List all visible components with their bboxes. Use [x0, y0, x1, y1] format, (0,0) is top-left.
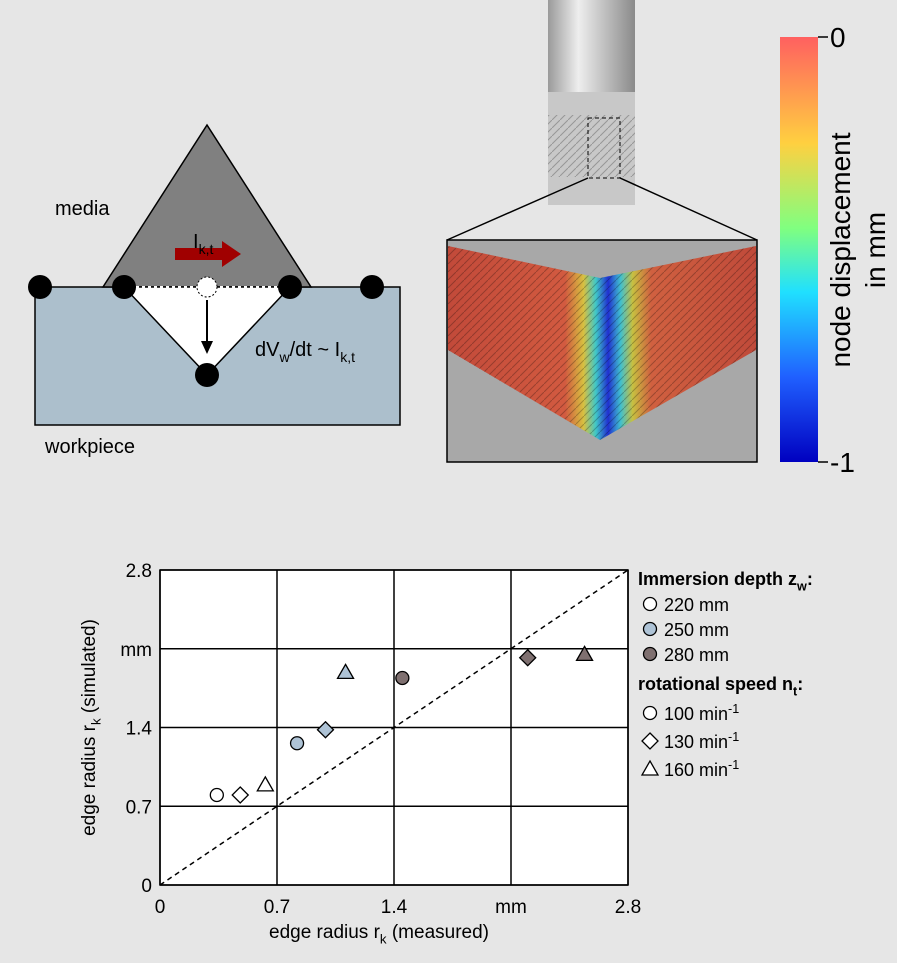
- node: [112, 275, 136, 299]
- legend-label: 130 min-1: [664, 730, 739, 752]
- colorbar-tick-label: -1: [830, 447, 855, 478]
- legend-title-part: :: [807, 569, 813, 589]
- flow-label-part: k,t: [199, 241, 214, 257]
- y-axis-label: edge radius rk (simulated): [79, 619, 104, 836]
- data-point: [291, 737, 304, 750]
- legend-title-part: rotational speed n: [638, 674, 793, 694]
- tool-cylinder: [548, 0, 635, 92]
- y-axis-label-part: (simulated): [79, 619, 100, 718]
- y-tick-label: mm: [120, 640, 152, 661]
- zoom-line: [620, 178, 757, 240]
- colorbar-tick-label: 0: [830, 22, 846, 53]
- removal-label-part: k,t: [340, 349, 355, 365]
- legend-label: 280 mm: [664, 645, 729, 665]
- legend-label-part: -1: [728, 730, 739, 744]
- legend-title: Immersion depth zw:: [638, 569, 813, 593]
- legend-marker: [644, 648, 657, 661]
- legend-title-part: w: [796, 579, 807, 593]
- legend-label-part: 100 min: [664, 704, 728, 724]
- legend-title-part: :: [797, 674, 803, 694]
- colorbar-label: in mm: [860, 212, 891, 288]
- x-axis-label: edge radius rk (measured): [269, 922, 489, 947]
- removal-label-part: /dt ~ I: [290, 339, 341, 361]
- legend-label: 220 mm: [664, 595, 729, 615]
- zoom-line: [447, 178, 588, 240]
- workpiece-label: workpiece: [44, 436, 135, 458]
- y-tick-label: 0: [141, 876, 152, 897]
- x-tick-label: mm: [495, 897, 527, 918]
- y-tick-label: 2.8: [126, 561, 152, 582]
- simulation-image: [447, 0, 757, 462]
- legend-label-part: -1: [728, 758, 739, 772]
- media-body: [103, 125, 311, 287]
- node: [278, 275, 302, 299]
- legend-label: 100 min-1: [664, 702, 739, 724]
- legend-title-part: Immersion depth z: [638, 569, 797, 589]
- x-tick-label: 2.8: [615, 897, 641, 918]
- legend-label: 250 mm: [664, 620, 729, 640]
- legend-label-part: -1: [728, 702, 739, 716]
- data-point: [396, 672, 409, 685]
- legend-marker: [642, 761, 658, 775]
- legend-marker: [642, 733, 658, 749]
- data-point: [210, 789, 223, 802]
- x-tick-label: 1.4: [381, 897, 408, 918]
- x-axis-label-part: (measured): [387, 922, 489, 943]
- media-label: media: [55, 198, 110, 220]
- y-tick-label: 0.7: [126, 797, 152, 818]
- x-tick-label: 0: [155, 897, 166, 918]
- legend-label-part: 160 min: [664, 760, 728, 780]
- y-tick-label: 1.4: [126, 719, 153, 740]
- node: [360, 275, 384, 299]
- legend-title: rotational speed nt:: [638, 674, 803, 698]
- removal-label-part: dV: [255, 339, 280, 361]
- legend-label-part: 130 min: [664, 732, 728, 752]
- node: [28, 275, 52, 299]
- colorbar-label: node displacement: [825, 132, 856, 367]
- y-axis-label-part: edge radius r: [79, 724, 100, 836]
- legend-label: 160 min-1: [664, 758, 739, 780]
- x-tick-label: 0.7: [264, 897, 290, 918]
- legend-marker: [644, 623, 657, 636]
- node: [195, 363, 219, 387]
- removal-diagram: [28, 125, 400, 425]
- figure: mediaIk,tdVw/dt ~ Ik,tworkpiece0-1node d…: [0, 0, 897, 963]
- x-axis-label-part: edge radius r: [269, 922, 381, 943]
- mesh-band: [548, 115, 635, 177]
- legend-marker: [644, 598, 657, 611]
- legend-marker: [644, 707, 657, 720]
- node-hollow: [197, 277, 217, 297]
- colorbar: [780, 37, 818, 462]
